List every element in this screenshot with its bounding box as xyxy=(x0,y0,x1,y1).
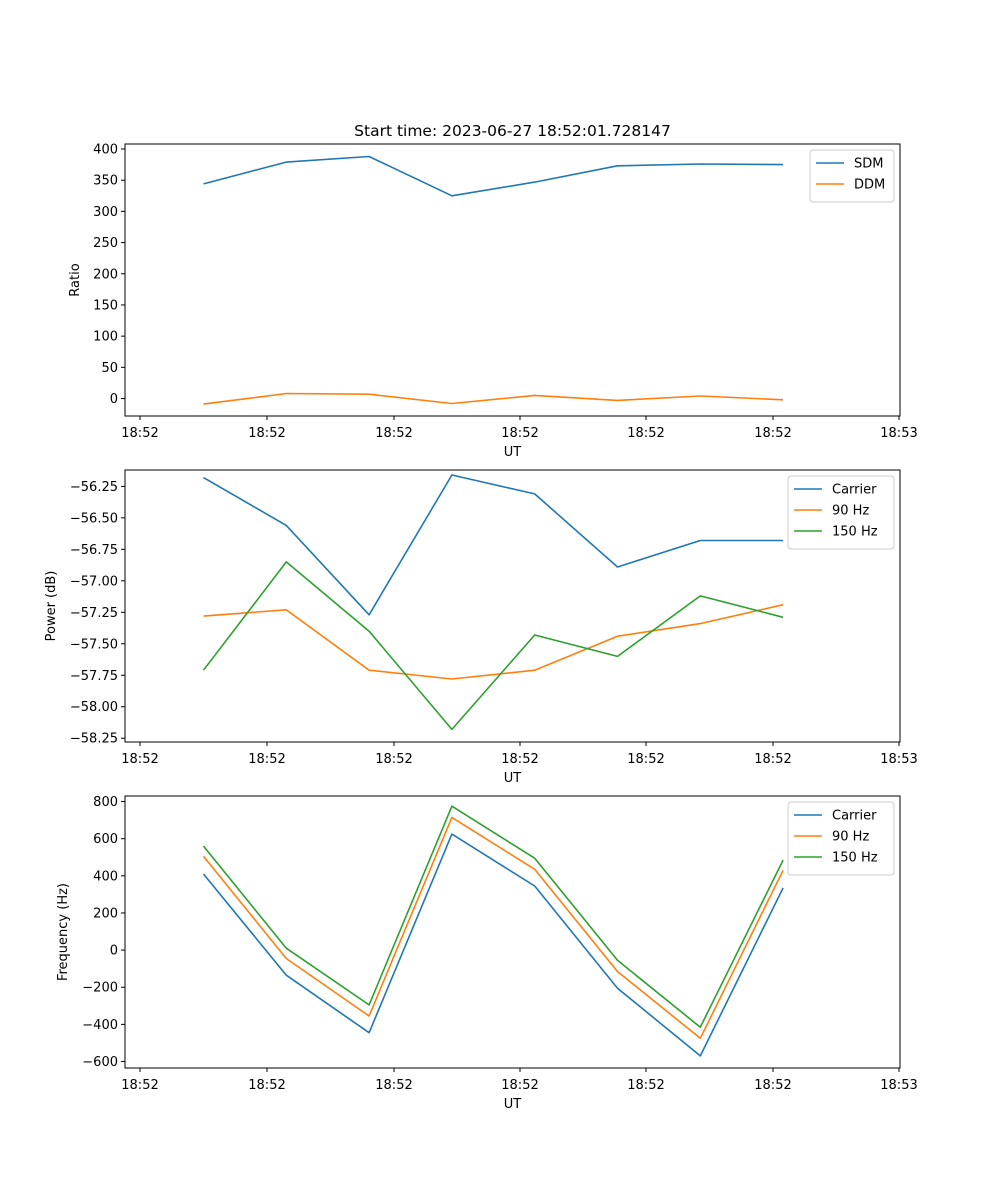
ratio-y-tick-label: 200 xyxy=(93,267,118,282)
ratio-legend-label-sdm: SDM xyxy=(854,157,883,172)
power-y-tick-label: −58.00 xyxy=(70,700,118,715)
power-y-axis-label: Power (dB) xyxy=(44,571,59,642)
ratio-panel: 18:52 18:52 18:52 18:52 18:52 18:52 18:53 0 50 10… xyxy=(68,142,918,460)
frequency-plot-area xyxy=(124,795,901,1069)
frequency-marks: 18:52 18:52 18:52 18:52 18:52 18:52 18:53 −600 −… xyxy=(82,795,917,1093)
frequency-y-axis-label: Frequency (Hz) xyxy=(56,883,71,981)
power-legend-label-150-hz: 150 Hz xyxy=(832,525,878,540)
power-series-90-hz-line xyxy=(203,603,784,680)
ratio-x-tick-label: 18:53 xyxy=(880,426,917,441)
ratio-legend-label-ddm: DDM xyxy=(854,178,885,193)
power-y-tick-label: −57.25 xyxy=(70,606,118,621)
frequency-y-tick-label: −400 xyxy=(82,1018,118,1033)
frequency-x-tick-label: 18:52 xyxy=(627,1078,664,1093)
figure-title: Start time: 2023-06-27 18:52:01.728147 xyxy=(354,122,671,140)
frequency-y-tick-label: 400 xyxy=(93,869,118,884)
frequency-x-tick-label: 18:52 xyxy=(754,1078,791,1093)
ratio-y-tick-label: 400 xyxy=(93,142,118,157)
frequency-series-carrier-line xyxy=(202,833,784,1057)
frequency-legend: Carrier 90 Hz 150 Hz xyxy=(787,801,895,876)
power-plot-area xyxy=(124,469,901,743)
frequency-legend-label-90-hz: 90 Hz xyxy=(832,830,869,845)
power-x-tick-label: 18:52 xyxy=(248,752,285,767)
ratio-x-tick-label: 18:52 xyxy=(754,426,791,441)
power-panel: 18:52 18:52 18:52 18:52 18:52 18:52 18:53 −58.2… xyxy=(44,469,918,786)
frequency-y-tick-label: −200 xyxy=(82,981,118,996)
power-marks: 18:52 18:52 18:52 18:52 18:52 18:52 18:53 −58.2… xyxy=(70,474,918,767)
ratio-y-tick-label: 150 xyxy=(93,298,118,313)
power-y-tick-label: −57.75 xyxy=(70,669,118,684)
frequency-x-tick-label: 18:52 xyxy=(375,1078,412,1093)
power-y-tick-label: −56.75 xyxy=(70,543,118,558)
ratio-x-tick-label: 18:52 xyxy=(248,426,285,441)
power-series-150-hz-line xyxy=(202,561,784,731)
power-y-tick-label: −58.25 xyxy=(70,732,118,747)
ratio-x-tick-label: 18:52 xyxy=(501,426,538,441)
ratio-x-axis-label: UT xyxy=(504,445,522,460)
ratio-y-tick-label: 100 xyxy=(93,330,118,345)
power-x-tick-label: 18:52 xyxy=(627,752,664,767)
frequency-legend-label-150-hz: 150 Hz xyxy=(832,851,878,866)
ratio-y-tick-label: 300 xyxy=(93,205,118,220)
ratio-x-tick-label: 18:52 xyxy=(375,426,412,441)
frequency-x-tick-label: 18:52 xyxy=(501,1078,538,1093)
ratio-series-ddm-line xyxy=(203,392,784,405)
power-x-tick-label: 18:52 xyxy=(375,752,412,767)
frequency-y-tick-label: 800 xyxy=(93,795,118,810)
ratio-plot-area xyxy=(124,143,901,417)
ratio-y-tick-label: 250 xyxy=(93,236,118,251)
frequency-legend-label-carrier: Carrier xyxy=(832,809,877,824)
frequency-y-tick-label: 200 xyxy=(93,906,118,921)
power-series-carrier-line xyxy=(203,474,784,616)
frequency-x-tick-label: 18:52 xyxy=(121,1078,158,1093)
ratio-y-axis-label: Ratio xyxy=(68,263,83,296)
frequency-y-tick-label: 0 xyxy=(110,944,118,959)
frequency-x-tick-label: 18:53 xyxy=(880,1078,917,1093)
ratio-series-sdm-line xyxy=(203,155,784,197)
ratio-marks: 18:52 18:52 18:52 18:52 18:52 18:52 18:53 0 50 10… xyxy=(93,142,918,441)
ratio-y-tick-label: 0 xyxy=(110,392,118,407)
frequency-series-90-hz-line xyxy=(202,816,784,1040)
ratio-y-tick-label: 350 xyxy=(93,174,118,189)
power-legend-label-carrier: Carrier xyxy=(832,483,877,498)
frequency-panel: 18:52 18:52 18:52 18:52 18:52 18:52 18:53 −600 −… xyxy=(56,795,918,1112)
power-x-tick-label: 18:52 xyxy=(754,752,791,767)
power-x-tick-label: 18:52 xyxy=(121,752,158,767)
frequency-x-axis-label: UT xyxy=(504,1097,522,1112)
frequency-y-tick-label: 600 xyxy=(93,832,118,847)
frequency-series-150-hz-line xyxy=(202,805,784,1028)
power-y-tick-label: −56.25 xyxy=(70,480,118,495)
power-x-tick-label: 18:52 xyxy=(501,752,538,767)
power-x-axis-label: UT xyxy=(504,771,522,786)
ratio-legend: SDM DDM xyxy=(809,149,895,203)
ratio-y-tick-label: 50 xyxy=(101,361,118,376)
frequency-y-tick-label: −600 xyxy=(82,1055,118,1070)
power-y-tick-label: −56.50 xyxy=(70,511,118,526)
power-y-tick-label: −57.00 xyxy=(70,574,118,589)
power-legend-label-90-hz: 90 Hz xyxy=(832,504,869,519)
power-y-tick-label: −57.50 xyxy=(70,637,118,652)
ratio-x-tick-label: 18:52 xyxy=(121,426,158,441)
ratio-x-tick-label: 18:52 xyxy=(627,426,664,441)
power-legend: Carrier 90 Hz 150 Hz xyxy=(787,475,895,550)
power-x-tick-label: 18:53 xyxy=(880,752,917,767)
frequency-x-tick-label: 18:52 xyxy=(248,1078,285,1093)
